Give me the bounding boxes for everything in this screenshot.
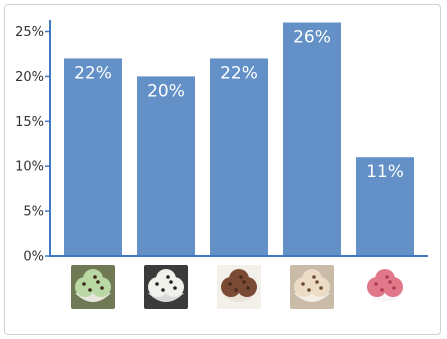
bar-value-label: 11%	[366, 162, 404, 182]
y-tick-label: 5%	[23, 205, 44, 220]
category-icons	[71, 265, 407, 309]
chocolate-ice-cream-icon	[217, 265, 261, 309]
bar-value-label: 26%	[293, 28, 331, 48]
bar-value-label: 22%	[74, 63, 112, 83]
y-axis-ticks: 0% 5% 10% 15% 20% 25%	[15, 25, 50, 265]
bars	[64, 22, 414, 257]
y-tick-label: 15%	[15, 115, 44, 130]
y-tick-label: 10%	[15, 160, 44, 175]
bar-labels: 22% 20% 22% 26% 11%	[74, 28, 404, 183]
bar	[64, 58, 122, 256]
y-tick-label: 25%	[15, 25, 44, 40]
bar	[356, 157, 414, 256]
bar	[137, 76, 195, 257]
strawberry-ice-cream-icon	[363, 265, 407, 309]
cookies-and-cream-ice-cream-icon	[144, 265, 188, 309]
y-tick-label: 20%	[15, 70, 44, 85]
bar	[283, 22, 341, 256]
y-tick-label: 0%	[23, 250, 44, 265]
mint-chip-ice-cream-icon	[71, 265, 115, 309]
cookie-dough-ice-cream-icon	[290, 265, 334, 309]
bar	[210, 58, 268, 256]
bar-value-label: 20%	[147, 81, 185, 101]
bar-value-label: 22%	[220, 63, 258, 83]
